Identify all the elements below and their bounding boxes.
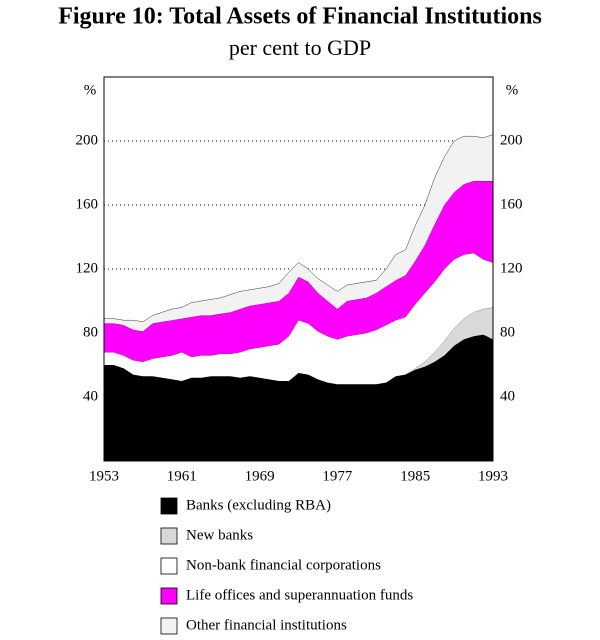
plot-frame	[103, 76, 494, 462]
area	[104, 334, 493, 461]
legend-label: Life offices and superannuation funds	[186, 587, 413, 603]
x-tick-label: 1961	[167, 468, 197, 484]
y-tick-label: 160	[76, 196, 99, 212]
area	[104, 181, 493, 362]
legend-label: New banks	[186, 527, 253, 543]
x-tick-label: 1985	[400, 468, 430, 484]
legend-swatch	[160, 587, 178, 605]
x-tick-label: 1953	[89, 468, 119, 484]
legend-label: Other financial institutions	[186, 617, 347, 633]
y2-tick-label: 40	[500, 388, 515, 404]
legend-swatch	[160, 497, 178, 515]
y2-axis-label: %	[506, 82, 519, 98]
chart-title: Figure 10: Total Assets of Financial Ins…	[58, 4, 542, 30]
y2-tick-label: 80	[500, 324, 515, 340]
x-tick-label: 1993	[478, 468, 508, 484]
y-axis-label: %	[84, 82, 97, 98]
legend-label: Non-bank financial corporations	[186, 557, 381, 573]
area	[104, 253, 493, 385]
legend-swatch	[160, 557, 178, 575]
area	[104, 134, 493, 332]
chart-subtitle: per cent to GDP	[229, 35, 371, 60]
y2-tick-label: 160	[500, 196, 523, 212]
y-tick-label: 80	[83, 324, 98, 340]
y-tick-label: 40	[83, 388, 98, 404]
area-edge	[104, 134, 494, 323]
x-tick-label: 1977	[322, 468, 353, 484]
y-tick-label: 120	[76, 260, 99, 276]
legend-swatch	[160, 617, 178, 635]
legend-label: Banks (excluding RBA)	[186, 497, 331, 513]
legend-swatch	[160, 527, 178, 545]
y-tick-label: 200	[76, 132, 99, 148]
y2-tick-label: 120	[500, 260, 523, 276]
x-tick-label: 1969	[245, 468, 275, 484]
y2-tick-label: 200	[500, 132, 523, 148]
